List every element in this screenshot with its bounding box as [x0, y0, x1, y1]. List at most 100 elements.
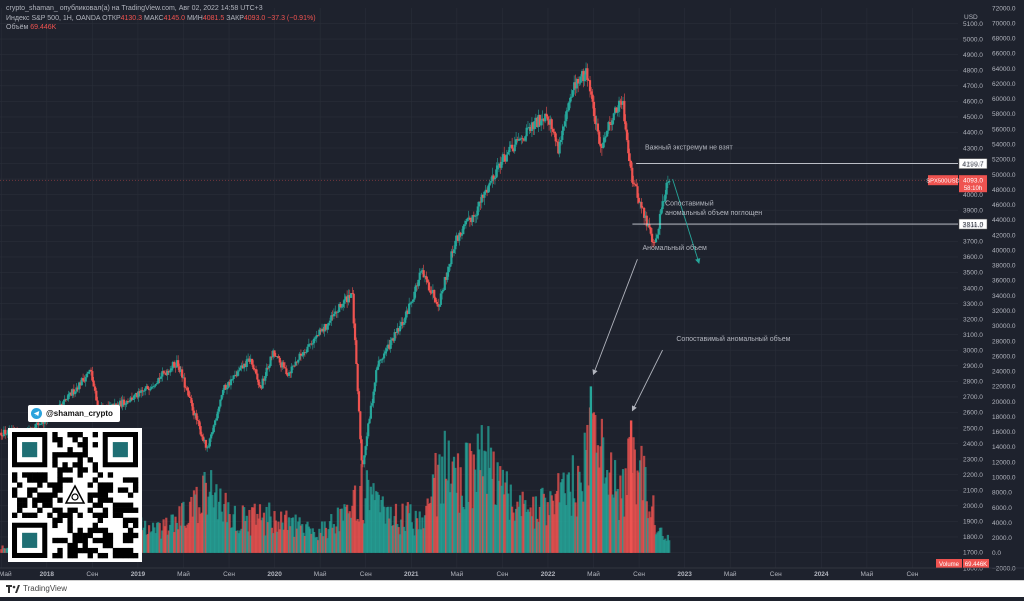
candle-body [434, 297, 437, 302]
volume-bar [225, 522, 229, 553]
candle-body [624, 121, 627, 130]
volume-spike-bar [589, 386, 593, 553]
candle-body [278, 357, 281, 363]
candle-body [553, 131, 556, 134]
candle-body [82, 378, 85, 381]
volume-bar [596, 445, 600, 553]
volume-bar [233, 505, 237, 553]
volume-axis-tick: 30000.0 [992, 323, 1016, 330]
candle-body [545, 113, 548, 117]
volume-bar [166, 534, 169, 553]
candle-body [39, 424, 42, 425]
volume-axis-tick: 56000.0 [992, 126, 1016, 133]
volume-bar [299, 525, 303, 553]
volume-bar [595, 452, 598, 553]
volume-bar [368, 510, 371, 553]
volume-bar [495, 504, 498, 553]
candle-body [607, 122, 610, 131]
candle-body [582, 71, 585, 82]
volume-bar [268, 502, 271, 553]
volume-bar [240, 528, 243, 553]
candle-body [528, 126, 531, 128]
volume-bar [426, 498, 429, 553]
volume-bar [295, 528, 299, 553]
volume-bar [320, 521, 324, 553]
volume-bar [551, 500, 555, 553]
candle-body [346, 296, 349, 303]
volume-bar [232, 514, 235, 553]
volume-bar [611, 494, 614, 553]
candle-body [319, 329, 322, 332]
volume-bar [253, 503, 256, 553]
candle-body [529, 126, 532, 131]
candle-body [264, 376, 267, 381]
volume-bar [592, 412, 596, 553]
volume-bar [501, 469, 504, 553]
volume-bar [239, 530, 242, 553]
volume-bar [646, 518, 650, 553]
volume-bar [265, 506, 268, 553]
volume-bar [150, 531, 153, 553]
volume-bar [376, 492, 379, 553]
volume-bar [447, 440, 450, 553]
candle-body [442, 289, 445, 292]
candle-body [511, 144, 514, 149]
volume-bar [338, 531, 341, 553]
candle-body [249, 358, 252, 362]
price-axis-tick: 3700.0 [963, 239, 983, 246]
symbol-line: Индекс S&P 500, 1Н, OANDA ОТКР4130.3 МАК… [6, 15, 316, 22]
telegram-card[interactable]: @shaman_crypto [28, 405, 120, 422]
candle-body [175, 360, 178, 368]
candle-body [338, 304, 341, 313]
volume-bar [480, 425, 483, 553]
price-axis-tick: 4900.0 [963, 52, 983, 59]
candle-body [211, 432, 214, 435]
volume-bar [369, 486, 372, 553]
candle-body [62, 401, 65, 405]
candle-body [595, 123, 598, 125]
candle-body [295, 361, 299, 363]
volume-bar [291, 517, 295, 553]
volume-bar [633, 449, 636, 553]
candle-body [134, 392, 138, 395]
candle-body [491, 175, 494, 182]
volume-bar [591, 413, 594, 553]
level-badge-label: 3811.0 [963, 222, 984, 229]
candle-body [480, 194, 483, 203]
candle-body [665, 182, 668, 195]
candle-body [124, 404, 127, 406]
volume-bar [433, 477, 436, 553]
volume-bar [600, 418, 603, 553]
volume-bar [219, 488, 222, 553]
candle-body [351, 293, 354, 294]
candle-body [233, 374, 237, 376]
candle-body [88, 369, 91, 372]
tradingview-brand[interactable]: TradingView [6, 584, 67, 593]
volume-bar [290, 517, 293, 553]
volume-bar [336, 507, 339, 553]
volume-bar [429, 502, 432, 553]
price-axis-tick: 2200.0 [963, 472, 983, 479]
candle-body [327, 322, 330, 326]
volume-bar [554, 493, 557, 553]
candle-body [92, 380, 95, 387]
volume-badge-label: Volume [939, 562, 960, 568]
candle-body [660, 209, 663, 214]
candle-body [196, 419, 200, 421]
volume-bar [365, 470, 369, 553]
candle-body [606, 130, 609, 137]
volume-bar [237, 533, 240, 553]
candle-body [645, 215, 648, 227]
volume-bar [487, 426, 490, 553]
candle-body [179, 369, 182, 372]
price-axis-tick: 4000.0 [963, 192, 983, 199]
candle-body [615, 107, 618, 113]
candle-body [563, 121, 567, 127]
volume-bar [617, 520, 621, 553]
candle-body [570, 96, 573, 98]
candle-body [253, 369, 256, 370]
volume-bar [342, 520, 345, 553]
volume-bar [451, 461, 454, 553]
